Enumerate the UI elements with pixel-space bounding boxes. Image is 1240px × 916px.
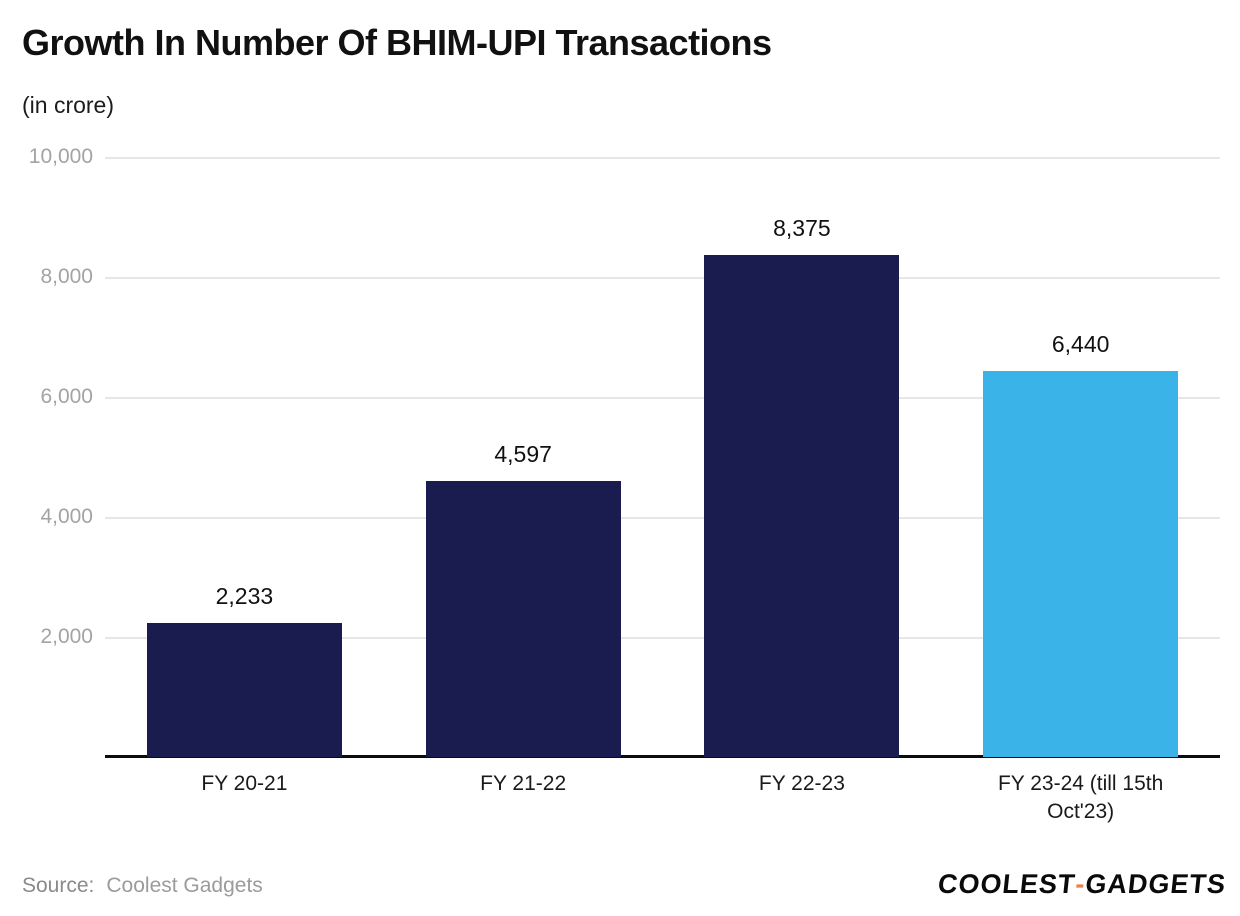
y-tick-label-2000: 2,000	[40, 625, 93, 648]
category-slot-2: FY 22-23	[663, 770, 942, 798]
logo-text-coolest: COOLEST	[936, 869, 1078, 899]
category-slot-0: FY 20-21	[105, 770, 384, 798]
y-tick-label-6000: 6,000	[40, 385, 93, 408]
bar-FY 20-21	[146, 623, 342, 757]
y-tick-label-8000: 8,000	[40, 265, 93, 288]
chart-title: Growth In Number Of BHIM-UPI Transaction…	[22, 22, 772, 63]
y-tick-label-4000: 4,000	[40, 505, 93, 528]
bar-FY 21-22	[425, 481, 621, 757]
gridline-4000	[105, 517, 1220, 519]
bar-chart-plot-area: FY 20-21 FY 21-22 FY 22-23 FY 23-24 (till 1…	[29, 145, 1220, 823]
category-slot-1: FY 21-22	[384, 770, 663, 798]
bar-slot-0: 2,233	[105, 157, 384, 757]
logo-text-gadgets: GADGETS	[1083, 869, 1228, 899]
value-label-2: 8,375	[773, 214, 831, 241]
bar-FY 22-23	[704, 254, 900, 757]
x-axis-line	[105, 755, 1220, 758]
source-attribution: Source: Coolest Gadgets	[22, 874, 263, 898]
source-value: Coolest Gadgets	[106, 874, 263, 897]
category-label-3: FY 23-24 (till 15th Oct'23)	[997, 772, 1164, 824]
category-label-1: FY 21-22	[480, 772, 567, 795]
value-label-1: 4,597	[494, 441, 552, 468]
category-slot-3: FY 23-24 (till 15th Oct'23)	[941, 770, 1220, 827]
chart-subtitle: (in crore)	[22, 92, 115, 118]
coolest-gadgets-logo: COOLEST-GADGETS	[936, 869, 1227, 900]
bar-FY 23-24 (till 15th Oct'23)	[983, 370, 1179, 757]
bar-slot-3: 6,440	[941, 157, 1220, 757]
y-tick-label-10000: 10,000	[28, 145, 93, 168]
value-label-0: 2,233	[215, 583, 274, 610]
bar-slot-1: 4,597	[384, 157, 663, 757]
category-label-0: FY 20-21	[201, 772, 288, 795]
gridline-2000	[105, 637, 1220, 639]
gridline-10000	[105, 157, 1220, 159]
gridline-8000	[105, 277, 1220, 279]
bar-slot-2: 8,375	[663, 157, 942, 757]
source-label: Source:	[22, 874, 95, 897]
gridline-6000	[105, 397, 1220, 399]
category-label-2: FY 22-23	[758, 772, 845, 795]
value-label-3: 6,440	[1051, 330, 1110, 357]
